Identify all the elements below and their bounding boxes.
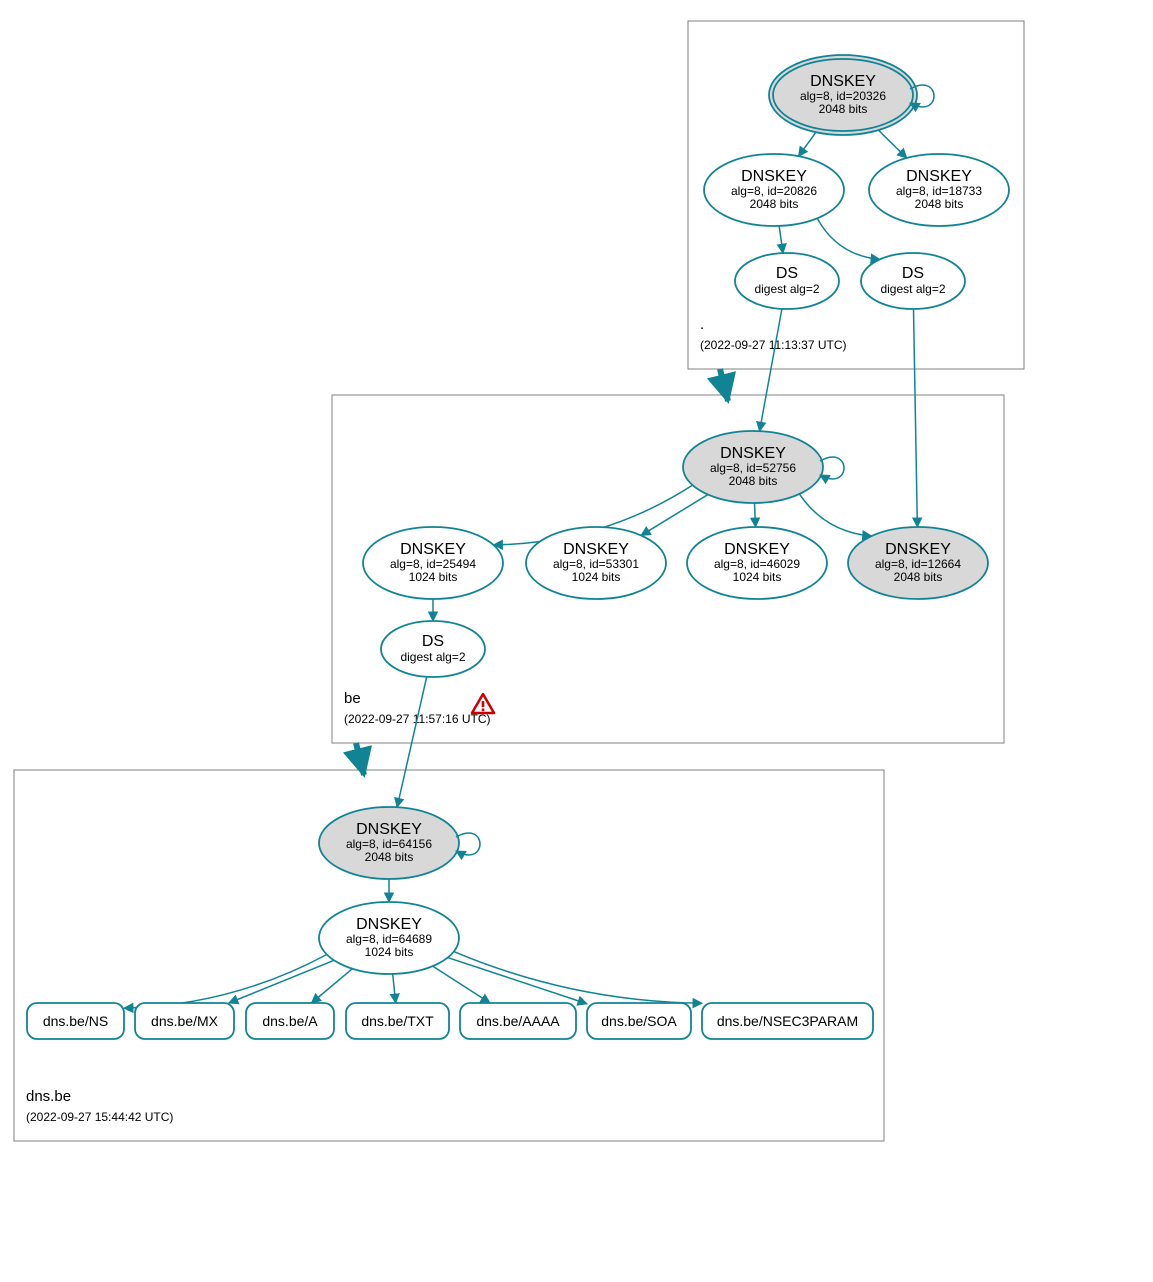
node-sub2: 2048 bits [915,197,964,211]
node-sub1: digest alg=2 [400,650,465,664]
edge [311,969,352,1003]
rr-label: dns.be/A [262,1013,318,1029]
node-title: DNSKEY [724,541,790,558]
node-title: DS [422,633,444,650]
node-title: DNSKEY [720,445,786,462]
rr-label: dns.be/AAAA [476,1013,560,1029]
node-sub1: digest alg=2 [754,282,819,296]
node-sub1: alg=8, id=25494 [390,557,476,571]
node-sub2: 2048 bits [365,850,414,864]
edge [799,494,871,536]
edge [433,966,490,1003]
zone-label: . [700,316,704,333]
node-sub1: alg=8, id=53301 [553,557,639,571]
node-title: DNSKEY [810,73,876,90]
node-sub1: alg=8, id=52756 [710,461,796,475]
zone-timestamp: (2022-09-27 11:13:37 UTC) [700,338,847,352]
node-sub1: alg=8, id=20326 [800,89,886,103]
node-sub1: alg=8, id=18733 [896,184,982,198]
edge [124,954,327,1008]
edge [760,309,782,431]
node-title: DNSKEY [741,168,807,185]
edge [817,218,880,259]
edge [754,503,755,527]
node-sub1: digest alg=2 [880,282,945,296]
edge [641,495,708,536]
nodes: DNSKEYalg=8, id=203262048 bitsDNSKEYalg=… [27,55,1009,1039]
node-sub2: 1024 bits [733,570,782,584]
node-title: DNSKEY [356,821,422,838]
node-title: DS [902,265,924,282]
edge [913,309,917,527]
node-sub2: 1024 bits [572,570,621,584]
node-title: DNSKEY [356,916,422,933]
rr-label: dns.be/TXT [361,1013,434,1029]
node-sub1: alg=8, id=20826 [731,184,817,198]
zone-label: be [344,690,361,707]
node-title: DS [776,265,798,282]
node-sub2: 2048 bits [729,474,778,488]
node-sub1: alg=8, id=46029 [714,557,800,571]
node-sub2: 2048 bits [819,102,868,116]
rr-label: dns.be/NS [43,1013,108,1029]
edge [448,958,587,1004]
edge [875,127,906,158]
zone-edge [720,369,728,401]
dnssec-diagram: . (2022-09-27 11:13:37 UTC) be (2022-09-27 … [0,0,1153,1282]
node-sub1: alg=8, id=64689 [346,932,432,946]
node-title: DNSKEY [563,541,629,558]
node-title: DNSKEY [400,541,466,558]
edge [454,952,702,1004]
zone-label: dns.be [26,1088,71,1105]
rr-label: dns.be/NSEC3PARAM [717,1013,858,1029]
zone-timestamp: (2022-09-27 15:44:42 UTC) [26,1110,173,1124]
node-sub1: alg=8, id=64156 [346,837,432,851]
node-sub2: 2048 bits [894,570,943,584]
node-title: DNSKEY [906,168,972,185]
node-sub2: 1024 bits [409,570,458,584]
edge [779,226,783,253]
node-sub1: alg=8, id=12664 [875,557,961,571]
node-title: DNSKEY [885,541,951,558]
edge [397,677,427,807]
node-sub2: 1024 bits [365,945,414,959]
edge [393,974,396,1003]
rr-label: dns.be/SOA [601,1013,677,1029]
warning-icon [472,694,494,713]
rr-label: dns.be/MX [151,1013,219,1029]
node-sub2: 2048 bits [750,197,799,211]
